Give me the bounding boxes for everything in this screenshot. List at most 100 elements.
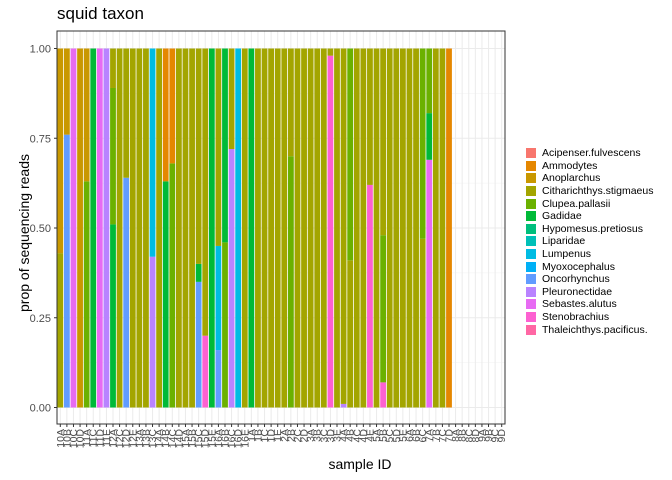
bar-segment (340, 403, 347, 408)
x-tick-label: 2B (285, 429, 297, 442)
legend-swatch (526, 299, 536, 310)
bar-segment (353, 48, 360, 408)
x-tick-label: 5B (378, 429, 390, 442)
bar-segment (307, 48, 314, 408)
bar-segment (96, 48, 103, 408)
bar-segment (162, 181, 169, 408)
bar-segment (90, 48, 97, 408)
bar-segment (162, 48, 169, 182)
bar-segment (195, 48, 202, 264)
bar-segment (83, 181, 90, 408)
x-tick-label: 2D (299, 429, 311, 443)
legend-item: Thaleichthys.pacificus. (526, 323, 653, 336)
x-tick-label: 11E (101, 429, 113, 447)
legend-swatch (526, 211, 536, 222)
legend-swatch (526, 249, 536, 260)
bar-segment (380, 235, 387, 383)
legend-item: Hypomesus.pretiosus (526, 223, 653, 236)
bar-segment (149, 256, 156, 408)
x-tick-label: 12A (108, 429, 120, 448)
legend-swatch (526, 274, 536, 285)
legend-label: Myoxocephalus (542, 260, 615, 273)
x-tick-label: 14B (160, 429, 172, 448)
x-tick-label: 10C (68, 429, 80, 449)
bar-segment (360, 48, 367, 408)
legend-swatch (526, 186, 536, 197)
x-axis-title: sample ID (328, 456, 392, 472)
bar-segment (419, 48, 426, 239)
x-tick-label: 13C (147, 429, 159, 449)
x-tick-label: 4E (364, 429, 376, 442)
x-tick-label: 3E (332, 429, 344, 442)
x-tick-label: 1B (252, 429, 264, 442)
legend-label: Anoplarchus (542, 172, 601, 185)
bar-segment (195, 263, 202, 282)
bar-segment (215, 245, 222, 351)
x-tick-label: 6B (411, 429, 423, 442)
legend-swatch (526, 236, 536, 247)
x-tick-label: 14D (173, 429, 185, 449)
bar-segment (202, 335, 209, 408)
legend-label: Pleuronectidae (542, 285, 613, 298)
y-axis-title: prop of sequencing reads (16, 154, 32, 312)
x-tick-label: 5A (371, 429, 383, 442)
y-tick-label: 0.00 (30, 403, 51, 415)
legend-item: Acipenser.fulvescens (526, 147, 653, 160)
bar-segment (413, 48, 419, 408)
legend-swatch (526, 286, 536, 297)
x-tick-label: 16A (213, 429, 225, 448)
legend-label: Gadidae (542, 210, 582, 223)
x-tick-label: 1A (246, 429, 258, 442)
legend-item: Oncorhynchus (526, 273, 653, 286)
x-tick-label: 12D (121, 429, 133, 449)
bar-segment (419, 238, 426, 408)
bar-segment (274, 48, 281, 408)
x-tick-label: 16D (233, 429, 245, 449)
bar-segment (281, 48, 288, 408)
bar-segment (169, 163, 176, 408)
y-tick-label: 1.00 (30, 44, 51, 56)
x-tick-label: 4C (351, 429, 363, 443)
x-tick-label: 11C (88, 429, 100, 448)
x-tick-label: 13A (134, 429, 146, 448)
bar-segment (222, 48, 228, 243)
x-tick-label: 10B (61, 429, 73, 448)
x-tick-label: 15C (193, 429, 205, 449)
bar-segment (123, 48, 130, 178)
x-tick-label: 7C (437, 429, 449, 443)
legend-item: Sebastes.alutus (526, 298, 653, 311)
x-tick-label: 11A (81, 429, 93, 447)
bar-segment (327, 55, 334, 408)
bar-segment (399, 48, 406, 408)
bar-segment (222, 242, 228, 408)
bar-segment (334, 48, 340, 408)
x-tick-label: 8B (457, 429, 469, 442)
bar-segment (215, 48, 222, 246)
bar-segment (149, 48, 156, 257)
bar-segment (208, 48, 215, 408)
x-tick-label: 12C (114, 429, 126, 449)
legend-item: Stenobrachius (526, 311, 653, 324)
bar-segment (301, 48, 307, 408)
x-tick-label: 7B (430, 429, 442, 442)
bar-segment (347, 260, 354, 408)
bar-segment (314, 48, 321, 408)
x-tick-label: 14A (154, 429, 166, 448)
x-tick-label: 10A (55, 429, 67, 448)
bar-segment (235, 48, 242, 408)
chart-title: squid taxon (57, 4, 144, 23)
x-tick-label: 13B (140, 429, 152, 448)
x-tick-label: 7D (444, 429, 456, 443)
bar-segment (228, 48, 235, 150)
x-tick-label: 1D (266, 429, 278, 443)
bar-segment (156, 48, 163, 408)
x-tick-label: 7A (424, 429, 436, 442)
y-tick-label: 0.25 (30, 313, 51, 325)
legend-swatch (526, 173, 536, 184)
x-tick-label: 2C (292, 429, 304, 443)
bar-segment (169, 48, 176, 164)
legend-swatch (526, 324, 536, 335)
bar-segment (426, 48, 433, 114)
